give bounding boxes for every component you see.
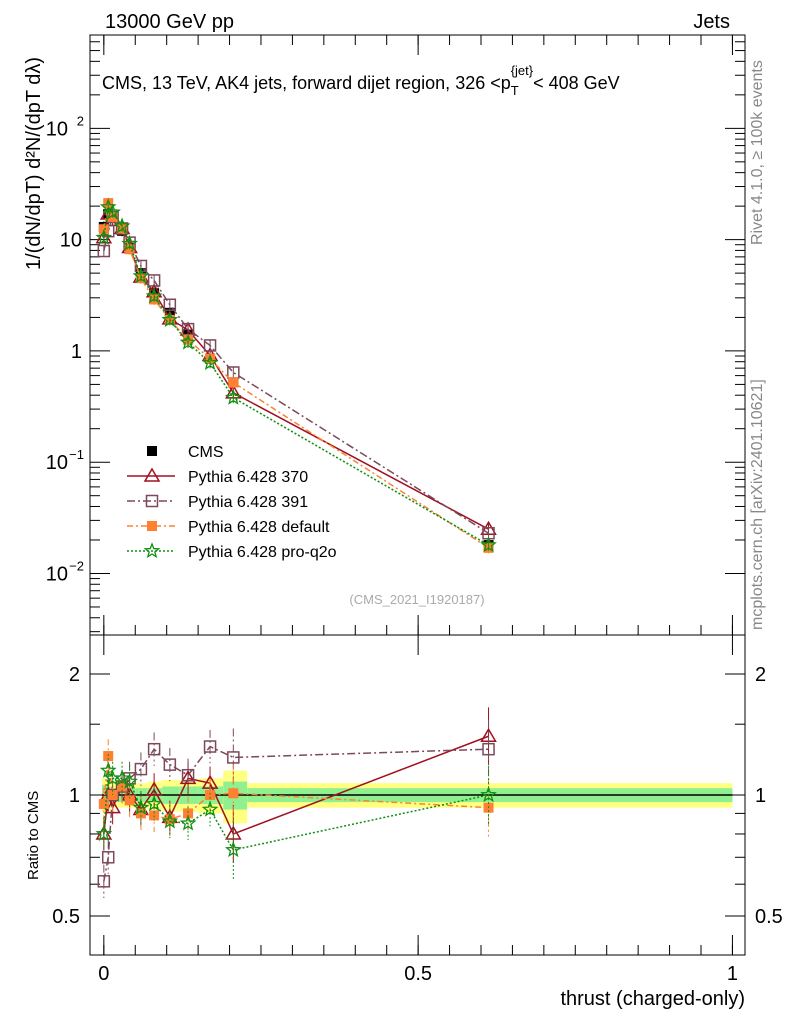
marker-square xyxy=(124,795,135,806)
marker-star xyxy=(104,203,122,220)
ratio-y-tick-label-right: 2 xyxy=(755,664,766,686)
x-axis-label: thrust (charged-only) xyxy=(560,988,745,1010)
ratio-y-tick-label-right: 1 xyxy=(755,785,766,807)
marker-star xyxy=(121,234,138,251)
marker-star xyxy=(179,814,197,831)
marker-open-square xyxy=(147,274,161,287)
marker-open-square xyxy=(145,494,159,508)
marker-star xyxy=(113,769,131,786)
y-tick-label: 1 xyxy=(71,341,82,363)
marker-triangle xyxy=(179,769,197,785)
marker-star xyxy=(201,800,219,817)
analysis-label: (CMS_2021_I1920187) xyxy=(349,592,484,607)
legend-label: Pythia 6.428 pro-q2o xyxy=(188,544,337,561)
marker-square xyxy=(205,790,216,800)
marker-star xyxy=(121,772,138,789)
ratio-y-tick-label: 2 xyxy=(69,664,80,686)
chart-title: CMS, 13 TeV, AK4 jets, forward dijet reg… xyxy=(102,63,620,98)
rivet-label: Rivet 4.1.0, ≥ 100k events xyxy=(749,60,766,245)
marker-open-square xyxy=(147,742,161,756)
marker-star xyxy=(480,536,497,553)
y-axis-label: 1/(dN/dpT) d²N/(dpT dλ) xyxy=(23,57,45,270)
marker-star xyxy=(95,228,113,245)
marker-open-square xyxy=(203,339,217,352)
legend-label: Pythia 6.428 default xyxy=(188,519,330,536)
marker-open-square xyxy=(97,244,111,258)
marker-open-square xyxy=(181,768,195,782)
marker-open-square xyxy=(134,762,148,776)
marker-square xyxy=(124,244,135,255)
marker-open-square xyxy=(97,875,111,888)
marker-star xyxy=(161,311,179,328)
series-pythia-6-428-391 xyxy=(97,210,495,540)
mcplots-label: mcplots.cern.ch [arXiv:2401.10621] xyxy=(749,379,766,630)
y-tick-exponent: −2 xyxy=(69,558,84,573)
marker-star xyxy=(113,217,131,234)
legend-label: Pythia 6.428 391 xyxy=(188,494,308,511)
ratio-y-tick-label: 0.5 xyxy=(52,906,80,928)
y-tick-exponent: 2 xyxy=(77,113,84,128)
marker-star xyxy=(224,388,242,405)
marker-square xyxy=(147,521,157,531)
ratio-series xyxy=(98,739,494,837)
y-tick-label: 10 xyxy=(46,563,68,585)
marker-open-square xyxy=(482,742,495,756)
y-tick-exponent: −1 xyxy=(69,447,84,462)
marker-star xyxy=(95,825,113,842)
y-tick-label: 10 xyxy=(60,230,82,252)
marker-square xyxy=(183,808,194,819)
marker-triangle xyxy=(143,467,161,482)
marker-square xyxy=(228,377,239,388)
marker-square xyxy=(164,814,175,825)
marker-star xyxy=(161,812,179,829)
header-left: 13000 GeV pp xyxy=(105,11,234,33)
marker-square xyxy=(98,798,109,809)
marker-open-square xyxy=(163,758,177,771)
y-tick-label: 10 xyxy=(46,118,68,140)
ratio-series xyxy=(95,753,497,879)
series-pythia-6-428-pro-q2o xyxy=(95,198,497,553)
legend-label: Pythia 6.428 370 xyxy=(188,469,308,486)
marker-star xyxy=(480,786,497,803)
marker-star xyxy=(201,354,219,371)
marker-open-square xyxy=(106,788,119,802)
ratio-y-tick-label: 1 xyxy=(69,785,80,807)
marker-star xyxy=(132,798,150,815)
marker-triangle xyxy=(104,799,121,814)
marker-star xyxy=(99,761,117,778)
x-tick-label: 1 xyxy=(727,963,738,985)
y-tick-label: 10 xyxy=(46,452,68,474)
marker-star xyxy=(145,795,163,812)
legend-label: CMS xyxy=(188,444,224,461)
marker-star xyxy=(179,333,197,350)
marker-star xyxy=(145,287,163,304)
x-tick-label: 0.5 xyxy=(404,963,432,985)
header-right: Jets xyxy=(693,11,730,33)
marker-star xyxy=(132,267,150,284)
marker-square xyxy=(228,788,239,799)
marker-star xyxy=(143,542,161,559)
x-tick-label: 0 xyxy=(98,963,109,985)
marker-square xyxy=(103,751,114,762)
ratio-y-label: Ratio to CMS xyxy=(25,791,42,880)
marker-open-square xyxy=(227,751,240,764)
marker-open-square xyxy=(163,298,177,311)
ratio-line xyxy=(103,745,489,882)
marker-open-square xyxy=(101,851,115,864)
marker-square xyxy=(147,446,157,456)
marker-open-square xyxy=(203,740,217,753)
marker-square xyxy=(135,808,146,819)
marker-star xyxy=(224,841,242,858)
ratio-y-tick-label-right: 0.5 xyxy=(755,906,783,928)
ratio-series xyxy=(97,720,495,898)
marker-triangle xyxy=(145,781,163,796)
